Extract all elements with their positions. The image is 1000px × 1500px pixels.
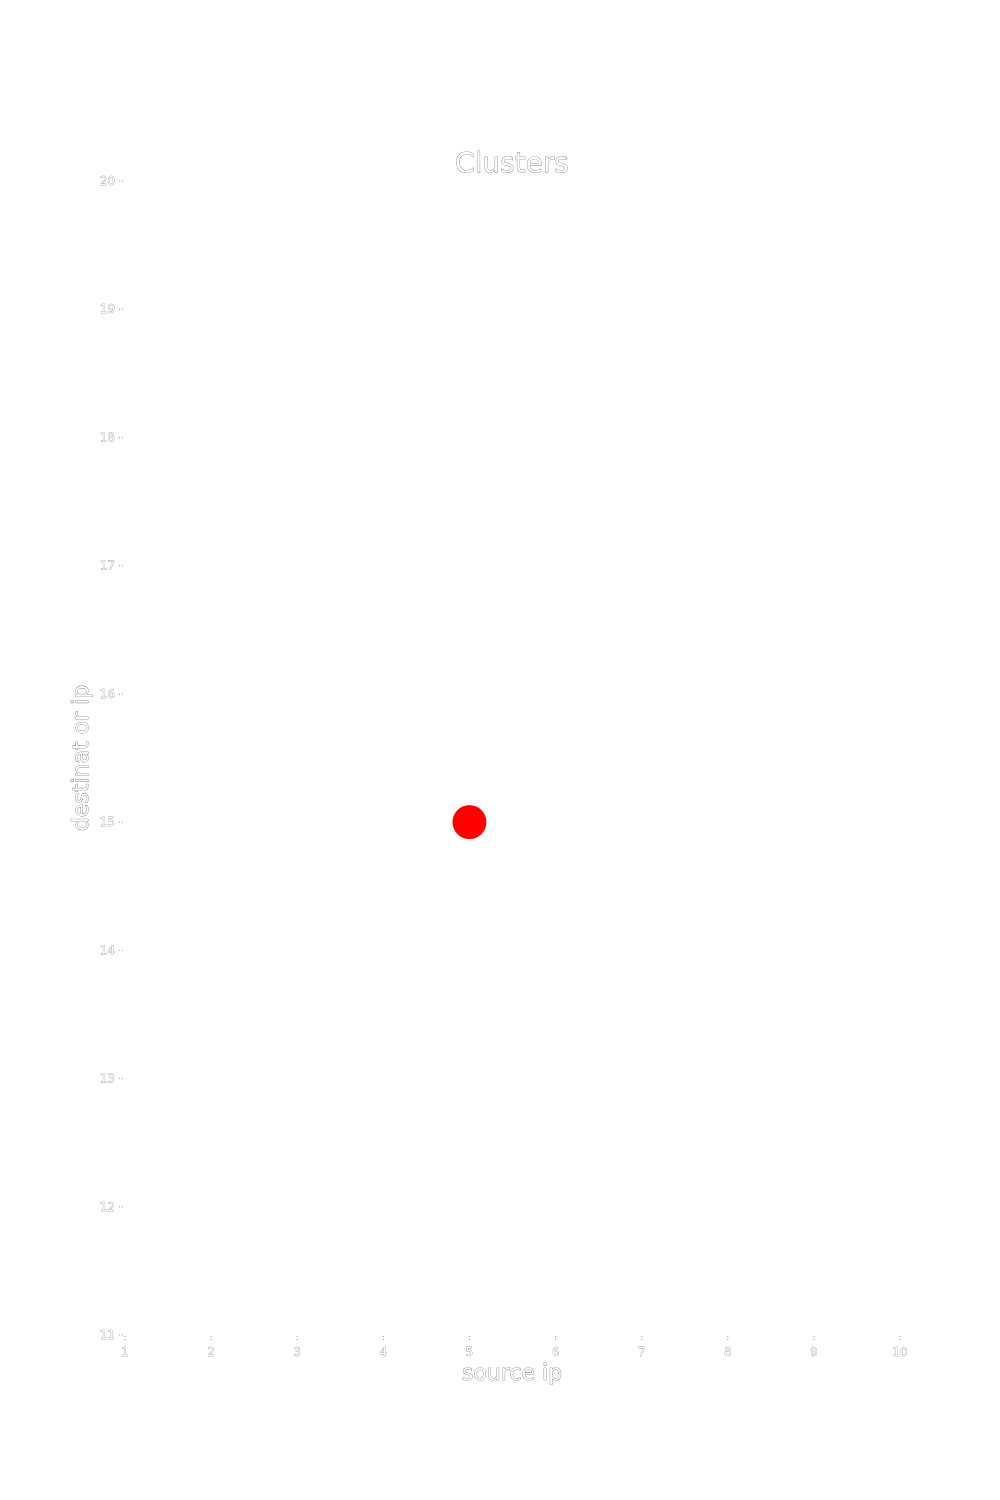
y-axis: 11 12 13 14 15 16 17 18 19 20 — [99, 174, 124, 1342]
data-point — [452, 805, 487, 840]
y-tick-label: 18 — [100, 430, 115, 444]
x-tick-label: 9 — [810, 1345, 818, 1359]
x-tick-label: 6 — [552, 1345, 560, 1359]
x-tick-label: 5 — [466, 1345, 474, 1359]
x-tick-label: 7 — [638, 1345, 646, 1359]
x-tick-label: 3 — [293, 1345, 301, 1359]
x-tick-label: 1 — [121, 1345, 129, 1359]
y-tick-label: 20 — [100, 174, 115, 188]
plot-points — [452, 805, 487, 840]
y-tick-label: 16 — [100, 687, 115, 701]
y-tick-label: 14 — [100, 943, 115, 957]
x-tick-label: 10 — [892, 1345, 907, 1359]
chart-title: Clusters — [455, 146, 569, 179]
y-tick-label: 17 — [100, 559, 115, 573]
x-tick-label: 8 — [724, 1345, 732, 1359]
y-tick-label: 11 — [100, 1328, 115, 1342]
y-tick-label: 19 — [100, 302, 115, 316]
x-tick-label: 2 — [207, 1345, 215, 1359]
y-tick-label: 13 — [100, 1072, 115, 1086]
y-axis-label: destinat or ip — [69, 685, 94, 831]
x-axis: 1 2 3 4 5 6 7 8 9 10 — [121, 1336, 908, 1359]
x-axis-label: source ip — [462, 1361, 562, 1386]
y-tick-label: 12 — [100, 1200, 115, 1214]
y-tick-label: 15 — [100, 815, 115, 829]
x-tick-label: 4 — [380, 1345, 388, 1359]
